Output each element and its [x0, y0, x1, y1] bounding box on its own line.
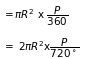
Text: $= \pi R^{2}\ \mathrm{x}\ \dfrac{P}{360}$: $= \pi R^{2}\ \mathrm{x}\ \dfrac{P}{360}…: [2, 4, 68, 28]
Text: $=\ 2\pi R^{2}\mathrm{x}\dfrac{P}{720{^\circ}}$: $=\ 2\pi R^{2}\mathrm{x}\dfrac{P}{720{^\…: [2, 37, 79, 59]
